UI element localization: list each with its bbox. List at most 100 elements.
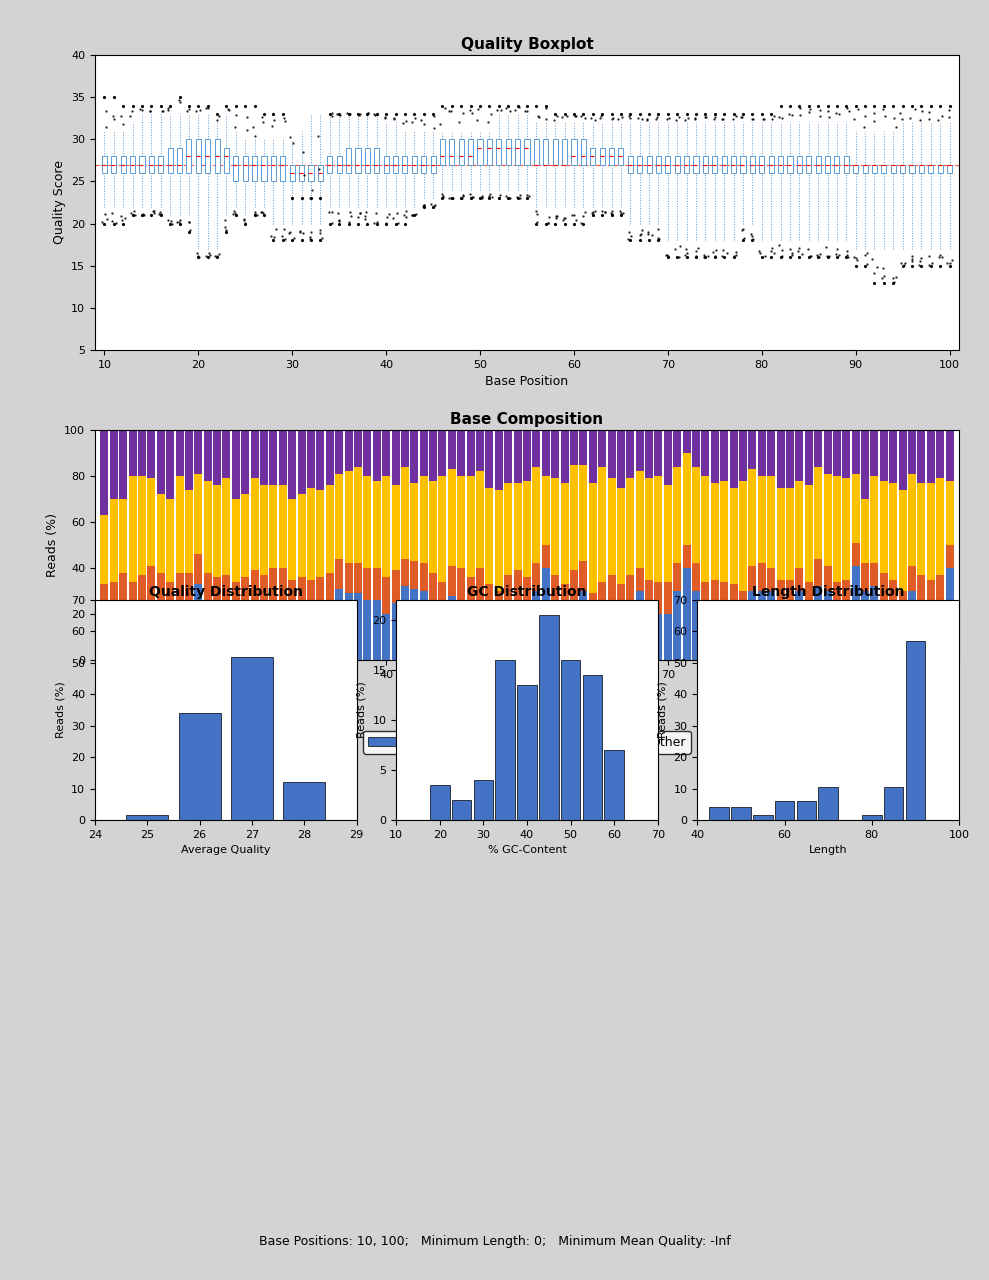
Bar (382, 577, 390, 614)
Bar (753, 815, 772, 820)
Bar (325, 430, 333, 485)
Bar (758, 563, 765, 591)
Bar (551, 479, 559, 575)
Bar (937, 430, 944, 479)
Bar (626, 479, 634, 575)
Bar (580, 561, 587, 591)
Bar (891, 165, 896, 173)
Bar (889, 580, 897, 614)
X-axis label: Length: Length (809, 845, 848, 855)
Bar (373, 568, 381, 600)
Bar (861, 430, 869, 499)
Bar (185, 614, 193, 660)
Bar (730, 430, 738, 488)
Bar (223, 479, 230, 575)
Bar (542, 568, 550, 660)
Bar (410, 430, 418, 483)
Bar (937, 575, 944, 603)
Bar (373, 480, 381, 568)
Bar (881, 165, 886, 173)
Bar (553, 140, 558, 165)
Bar (438, 582, 446, 614)
Bar (309, 165, 314, 182)
Bar (570, 603, 578, 660)
Bar (598, 582, 606, 614)
Bar (796, 801, 816, 820)
Bar (233, 156, 238, 182)
Bar (373, 430, 381, 480)
Bar (280, 156, 286, 182)
Bar (392, 571, 400, 603)
Bar (344, 594, 352, 660)
Bar (861, 591, 869, 660)
Bar (419, 563, 427, 591)
Bar (739, 630, 747, 660)
Bar (137, 430, 146, 476)
Bar (824, 430, 832, 474)
Bar (457, 568, 465, 603)
Bar (298, 494, 306, 577)
Bar (194, 554, 203, 584)
Bar (241, 614, 249, 660)
Bar (692, 563, 700, 591)
Bar (900, 165, 905, 173)
Bar (382, 614, 390, 660)
Bar (908, 566, 916, 591)
Bar (805, 430, 813, 485)
Bar (129, 430, 136, 476)
Bar (760, 156, 764, 173)
Bar (452, 800, 472, 820)
Bar (194, 474, 203, 554)
Bar (363, 600, 371, 660)
Bar (513, 483, 521, 571)
Bar (816, 156, 821, 173)
Bar (833, 614, 841, 660)
Bar (327, 156, 332, 173)
Bar (590, 147, 595, 165)
Bar (110, 499, 118, 582)
Bar (938, 165, 943, 173)
Bar (438, 614, 446, 660)
Bar (486, 614, 494, 660)
Bar (908, 430, 916, 474)
Bar (325, 600, 333, 660)
Bar (814, 559, 822, 586)
Bar (870, 563, 878, 586)
Bar (778, 156, 783, 173)
Bar (609, 147, 614, 165)
Bar (101, 430, 109, 515)
Bar (476, 471, 484, 568)
Title: GC Distribution: GC Distribution (467, 585, 586, 599)
Bar (185, 490, 193, 572)
Bar (583, 675, 602, 820)
Bar (814, 586, 822, 660)
Bar (927, 580, 935, 614)
Bar (918, 575, 926, 603)
Bar (284, 782, 325, 820)
Bar (570, 571, 578, 603)
Bar (120, 603, 128, 660)
X-axis label: % GC-Content: % GC-Content (488, 845, 567, 855)
Bar (797, 156, 802, 173)
Bar (494, 591, 502, 618)
Bar (457, 476, 465, 568)
Bar (709, 808, 729, 820)
Bar (344, 563, 352, 594)
Bar (814, 467, 822, 559)
Bar (401, 559, 408, 586)
Bar (129, 623, 136, 660)
X-axis label: Base Position: Base Position (486, 685, 569, 699)
Bar (401, 430, 408, 467)
Bar (626, 603, 634, 660)
Bar (872, 165, 877, 173)
Bar (354, 430, 362, 467)
Bar (260, 430, 268, 485)
Bar (768, 156, 773, 173)
Bar (720, 614, 728, 660)
Bar (927, 483, 935, 580)
Bar (307, 488, 315, 580)
Bar (889, 614, 897, 660)
Bar (551, 430, 559, 479)
Y-axis label: Reads (%): Reads (%) (658, 682, 668, 739)
Bar (448, 468, 456, 566)
